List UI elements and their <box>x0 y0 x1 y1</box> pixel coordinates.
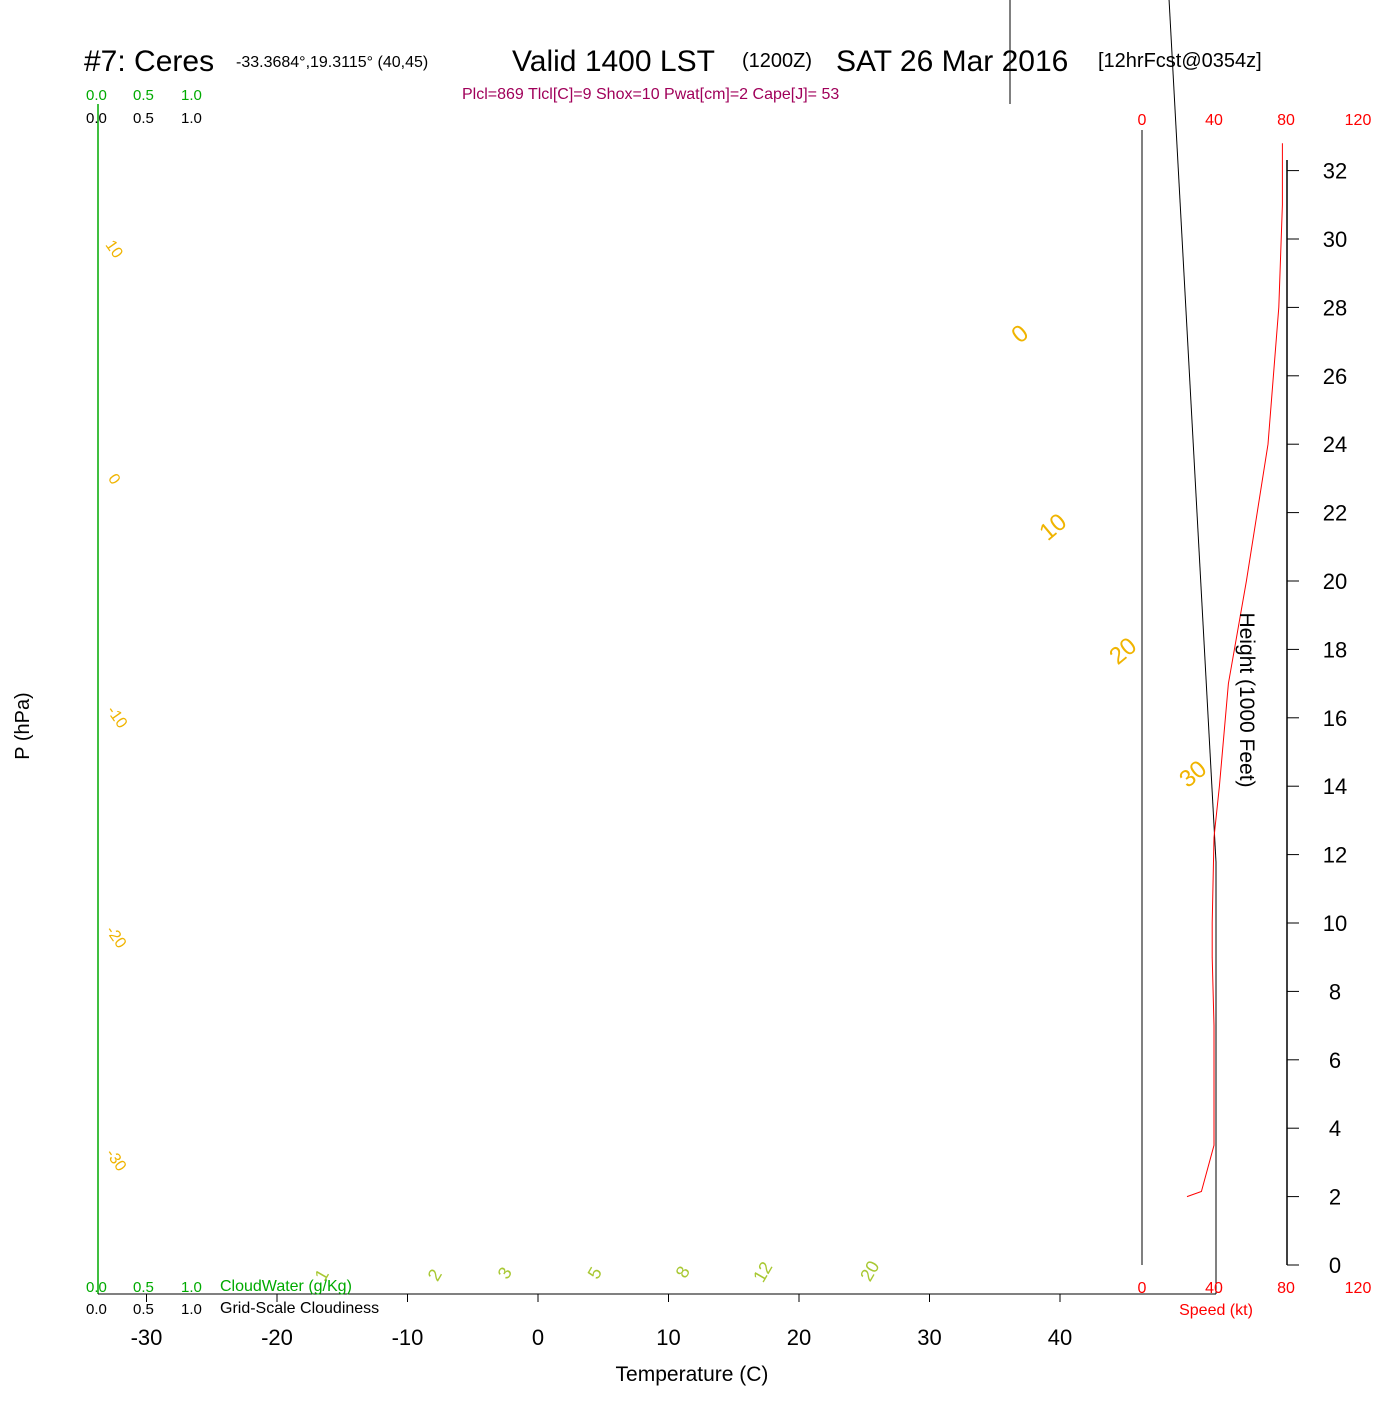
height-tick-label: 30 <box>1323 227 1347 252</box>
mixing-ratio-label: 2 <box>424 1266 446 1285</box>
forecast-info: [12hrFcst@0354z] <box>1098 50 1262 72</box>
isotherm-label: 0 <box>104 471 123 488</box>
height-tick-label: 6 <box>1329 1048 1341 1073</box>
speed-tick-label-top: 0 <box>1138 112 1147 129</box>
cloudwater-scale-05: 0.5 <box>133 87 154 104</box>
isotherm-label: 10 <box>1034 508 1072 546</box>
height-tick-label: 14 <box>1323 774 1347 799</box>
height-tick-label: 4 <box>1329 1116 1341 1141</box>
isotherm-label: 30 <box>1174 755 1212 793</box>
height-tick-label: 22 <box>1323 501 1347 526</box>
valid-date: SAT 26 Mar 2016 <box>836 45 1068 78</box>
cloudiness-scale-0: 0.0 <box>86 110 107 127</box>
speed-tick-label-bottom: 40 <box>1205 1280 1223 1297</box>
zulu-time: (1200Z) <box>742 50 812 72</box>
cloudwater-scale-0: 0.0 <box>86 87 107 104</box>
temperature-tick-label: -30 <box>131 1325 163 1350</box>
height-axis-title: Height (1000 Feet) <box>1235 612 1258 787</box>
station-coords: -33.3684°,19.3115° (40,45) <box>236 54 428 71</box>
isotherm-label: 10 <box>102 237 126 261</box>
height-tick-label: 18 <box>1323 637 1347 662</box>
cloudwater-scale-bottom-1: 1.0 <box>181 1279 202 1296</box>
cloudiness-scale-bottom-05: 0.5 <box>133 1301 154 1318</box>
cloudwater-scale-1: 1.0 <box>181 87 202 104</box>
valid-time: Valid 1400 LST <box>512 45 715 78</box>
speed-tick-label-bottom: 0 <box>1138 1280 1147 1297</box>
temperature-tick-label: 10 <box>656 1325 680 1350</box>
speed-tick-label-top: 120 <box>1345 112 1372 129</box>
height-tick-label: 8 <box>1329 979 1341 1004</box>
mixing-ratio-label: 20 <box>856 1257 883 1284</box>
x-axis-title: Temperature (C) <box>616 1363 769 1386</box>
temperature-tick-label: -10 <box>392 1325 424 1350</box>
temperature-tick-label: 0 <box>532 1325 544 1350</box>
height-tick-label: 0 <box>1329 1253 1341 1278</box>
height-tick-label: 16 <box>1323 706 1347 731</box>
speed-axis-title: Speed (kt) <box>1179 1302 1253 1319</box>
isotherm-label: -30 <box>102 1146 129 1175</box>
height-tick-label: 12 <box>1323 843 1347 868</box>
isotherm-label: 0 <box>1006 320 1034 349</box>
cloudiness-scale-05: 0.5 <box>133 110 154 127</box>
speed-tick-label-top: 40 <box>1205 112 1223 129</box>
cloudwater-scale-bottom-05: 0.5 <box>133 1279 154 1296</box>
temperature-tick-label: -20 <box>261 1325 293 1350</box>
mixing-ratio-label: 5 <box>584 1264 606 1283</box>
cloudwater-scale-bottom-0: 0.0 <box>86 1279 107 1296</box>
height-tick-label: 10 <box>1323 911 1347 936</box>
overlay-layer: 2503004005007008501000-30-20-10010203040… <box>97 0 1372 1350</box>
cloudiness-scale-bottom-0: 0.0 <box>86 1301 107 1318</box>
right-frame-diagonal <box>1168 0 1217 863</box>
stability-indices: Plcl=869 Tlcl[C]=9 Shox=10 Pwat[cm]=2 Ca… <box>462 86 839 103</box>
height-tick-label: 20 <box>1323 569 1347 594</box>
height-tick-label: 32 <box>1323 159 1347 184</box>
height-tick-label: 28 <box>1323 295 1347 320</box>
speed-tick-label-bottom: 80 <box>1277 1280 1295 1297</box>
wind-speed-profile <box>1186 143 1283 1198</box>
mixing-ratio-label: 8 <box>672 1263 694 1282</box>
cloudiness-label: Grid-Scale Cloudiness <box>220 1300 379 1317</box>
height-tick-label: 24 <box>1323 432 1347 457</box>
mixing-ratio-label: 3 <box>494 1264 516 1283</box>
station-title: #7: Ceres <box>84 45 214 78</box>
speed-tick-label-bottom: 120 <box>1345 1280 1372 1297</box>
cloudwater-label: CloudWater (g/Kg) <box>220 1278 352 1295</box>
mixing-ratio-label: 12 <box>749 1258 776 1285</box>
cloudiness-scale-1: 1.0 <box>181 110 202 127</box>
isotherm-label: -10 <box>103 703 130 732</box>
temperature-tick-label: 30 <box>917 1325 941 1350</box>
height-tick-label: 2 <box>1329 1185 1341 1210</box>
y-axis-title: P (hPa) <box>12 692 34 759</box>
temperature-tick-label: 20 <box>787 1325 811 1350</box>
isotherm-label: 20 <box>1104 632 1142 670</box>
temperature-tick-label: 40 <box>1048 1325 1072 1350</box>
isotherm-label: -20 <box>102 923 129 952</box>
height-tick-label: 26 <box>1323 364 1347 389</box>
cloudiness-scale-bottom-1: 1.0 <box>181 1301 202 1318</box>
speed-tick-label-top: 80 <box>1277 112 1295 129</box>
